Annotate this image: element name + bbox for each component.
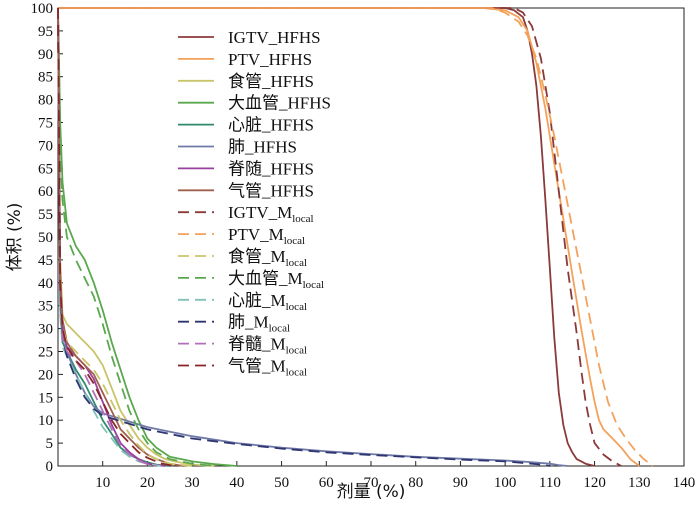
legend-label: PTV_HFHS (228, 50, 312, 69)
y-tick-label: 45 (38, 253, 53, 269)
x-tick-label: 70 (364, 475, 379, 491)
y-tick-label: 90 (38, 47, 53, 63)
series-line-0 (58, 7, 595, 467)
y-tick-label: 35 (38, 299, 53, 315)
legend-label: 食管_HFHS (228, 72, 314, 91)
y-tick-label: 65 (38, 161, 53, 177)
y-tick-label: 15 (38, 390, 53, 406)
legend-label: 气管_Mlocal (228, 357, 307, 379)
x-tick-label: 60 (319, 475, 334, 491)
series-line-14 (57, 7, 157, 467)
series-line-3 (57, 7, 237, 467)
series-line-6 (57, 7, 166, 467)
legend-label: 脊髓_Mlocal (228, 335, 307, 357)
plot-frame (57, 7, 685, 467)
x-tick-label: 10 (95, 475, 110, 491)
x-tick-label: 130 (628, 475, 651, 491)
series-line-7 (57, 7, 184, 467)
legend-label: IGTV_Mlocal (228, 203, 314, 225)
legend-label: IGTV_HFHS (228, 28, 321, 47)
x-tick-label: 110 (539, 475, 561, 491)
series-line-1 (58, 7, 640, 467)
y-tick-label: 5 (46, 436, 54, 452)
x-axis-title: 剂量 (%) (337, 482, 406, 502)
y-tick-label: 30 (38, 322, 53, 338)
legend-label: 脊随_HFHS (228, 159, 314, 178)
y-tick-label: 95 (38, 24, 53, 40)
y-tick-label: 40 (38, 276, 53, 292)
series-line-11 (57, 7, 215, 467)
series-line-12 (57, 7, 161, 467)
y-tick-label: 50 (38, 230, 53, 246)
legend-label: 大血管_HFHS (228, 94, 331, 113)
legend-label: 心脏_HFHS (228, 116, 314, 135)
y-tick-label: 75 (38, 116, 53, 132)
series-line-9 (58, 7, 654, 467)
legend-label: 食管_Mlocal (228, 247, 307, 269)
x-tick-label: 100 (494, 475, 517, 491)
x-tick-label: 140 (673, 475, 696, 491)
legend-label: PTV_Mlocal (228, 225, 305, 247)
y-tick-label: 60 (38, 184, 53, 200)
y-axis: 0 5 10 15 20 25 30 35 40 45 50 55 60 65 70 75 80 85 90 95 10… (31, 1, 63, 475)
x-tick-label: 50 (274, 475, 289, 491)
series-lines (57, 7, 654, 467)
y-tick-label: 25 (38, 345, 53, 361)
y-tick-label: 55 (38, 207, 53, 223)
legend-label: 大血管_Mlocal (228, 269, 324, 291)
y-tick-label: 20 (38, 367, 53, 383)
legend-label: 气管_HFHS (228, 181, 314, 200)
y-tick-label: 100 (31, 1, 54, 17)
series-line-13 (57, 7, 551, 467)
x-tick-label: 120 (583, 475, 606, 491)
series-line-15 (57, 7, 175, 467)
legend: IGTV_HFHS PTV_HFHS 食管_HFHS 大血管_HFHS 心脏_HFHS 肺… (178, 28, 331, 379)
series-line-8 (58, 7, 622, 467)
x-tick-label: 80 (408, 475, 423, 491)
legend-label: 心脏_Mlocal (228, 291, 307, 313)
x-tick-label: 90 (453, 475, 468, 491)
y-tick-label: 70 (38, 138, 53, 154)
series-line-5 (57, 7, 568, 467)
x-tick-label: 30 (185, 475, 200, 491)
x-tick-label: 40 (229, 475, 244, 491)
y-tick-label: 0 (46, 459, 54, 475)
series-line-4 (57, 7, 170, 467)
y-tick-label: 80 (38, 93, 53, 109)
legend-label: 肺_Mlocal (228, 313, 290, 335)
x-tick-label: 20 (140, 475, 155, 491)
y-tick-label: 85 (38, 70, 53, 86)
y-axis-title: 体积 (%) (5, 203, 25, 272)
x-axis: 10 20 30 40 50 60 70 80 90 100 110 120 130 140 (95, 461, 695, 491)
y-tick-label: 10 (38, 413, 53, 429)
legend-label: 肺_HFHS (228, 138, 297, 157)
series-line-2 (57, 7, 215, 467)
